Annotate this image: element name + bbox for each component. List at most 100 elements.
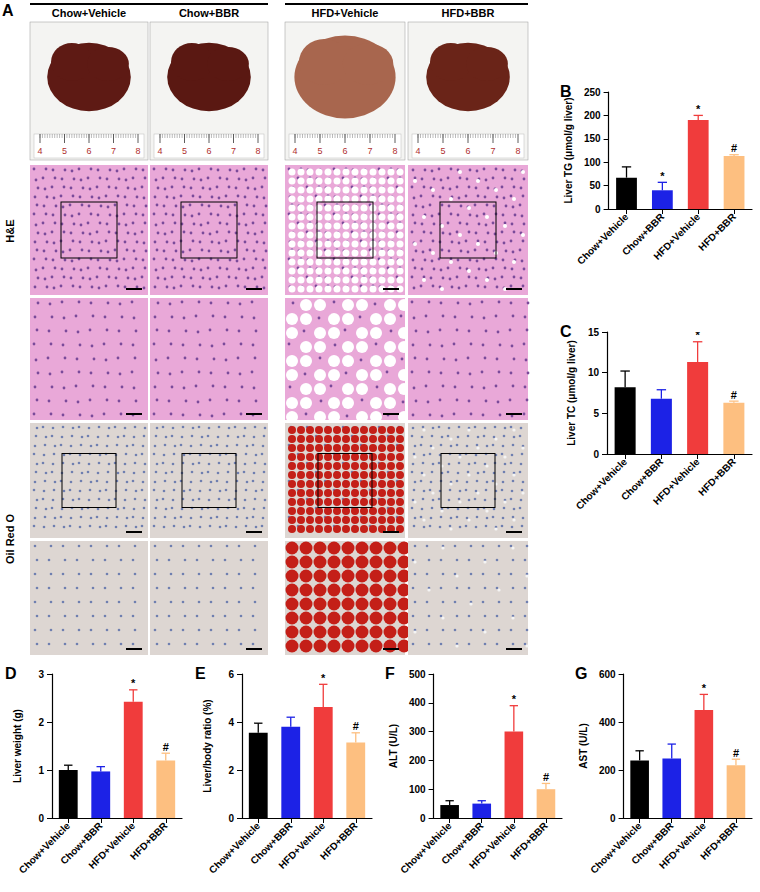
svg-text:Liver TC (μmol/g liver): Liver TC (μmol/g liver) [566, 340, 577, 446]
svg-text:HFD+Vehicle: HFD+Vehicle [467, 820, 518, 871]
svg-text:Chow+Vehicle: Chow+Vehicle [575, 211, 631, 267]
svg-text:*: * [696, 103, 701, 115]
svg-text:4: 4 [157, 146, 162, 156]
svg-text:HFD+Vehicle: HFD+Vehicle [651, 456, 702, 507]
svg-text:Liver/body ratio (%): Liver/body ratio (%) [202, 699, 213, 792]
svg-text:Chow+Vehicle: Chow+Vehicle [588, 820, 644, 876]
svg-text:8: 8 [135, 146, 140, 156]
svg-text:Liver TG (μmol/g liver): Liver TG (μmol/g liver) [563, 97, 574, 203]
svg-text:*: * [131, 677, 136, 689]
svg-text:4: 4 [292, 146, 297, 156]
svg-text:400: 400 [409, 697, 426, 708]
svg-text:0: 0 [38, 813, 44, 824]
svg-text:250: 250 [584, 87, 601, 98]
svg-text:7: 7 [231, 146, 236, 156]
svg-text:ALT (U/L): ALT (U/L) [388, 724, 399, 768]
svg-text:HFD+Vehicle: HFD+Vehicle [312, 7, 379, 19]
svg-text:3: 3 [38, 669, 44, 680]
svg-text:HFD+BBR: HFD+BBR [442, 7, 495, 19]
svg-text:10: 10 [588, 367, 600, 378]
svg-text:8: 8 [515, 146, 520, 156]
svg-text:6: 6 [86, 146, 91, 156]
svg-text:0: 0 [420, 813, 426, 824]
svg-text:7: 7 [111, 146, 116, 156]
svg-text:600: 600 [599, 669, 616, 680]
svg-text:HFD+Vehicle: HFD+Vehicle [657, 820, 708, 871]
svg-text:Chow+BBR: Chow+BBR [618, 456, 666, 503]
svg-text:200: 200 [409, 755, 426, 766]
svg-text:15: 15 [588, 327, 600, 338]
svg-text:300: 300 [409, 726, 426, 737]
svg-text:AST (U/L): AST (U/L) [578, 723, 589, 769]
svg-text:150: 150 [584, 133, 601, 144]
svg-text:6: 6 [342, 146, 347, 156]
svg-text:C: C [560, 323, 572, 340]
svg-text:Chow+Vehicle: Chow+Vehicle [17, 820, 73, 876]
svg-text:G: G [575, 665, 587, 682]
svg-text:#: # [731, 389, 737, 401]
svg-text:B: B [560, 83, 572, 100]
svg-text:#: # [731, 142, 737, 154]
svg-text:#: # [353, 720, 359, 732]
svg-text:Chow+Vehicle: Chow+Vehicle [52, 7, 126, 19]
svg-text:50: 50 [589, 180, 601, 191]
svg-text:D: D [5, 665, 17, 682]
svg-text:4: 4 [228, 717, 234, 728]
svg-text:HFD+BBR: HFD+BBR [696, 456, 738, 498]
svg-text:200: 200 [599, 765, 616, 776]
svg-text:100: 100 [409, 784, 426, 795]
svg-text:*: * [321, 672, 326, 684]
svg-text:0: 0 [610, 813, 616, 824]
svg-text:HFD+BBR: HFD+BBR [508, 820, 550, 862]
svg-text:F: F [385, 665, 395, 682]
svg-text:7: 7 [367, 146, 372, 156]
svg-text:HFD+Vehicle: HFD+Vehicle [86, 820, 137, 871]
svg-text:HFD+BBR: HFD+BBR [318, 820, 360, 862]
svg-text:0: 0 [593, 449, 599, 460]
svg-text:Chow+BBR: Chow+BBR [619, 211, 667, 258]
svg-text:5: 5 [317, 146, 322, 156]
svg-text:E: E [195, 665, 206, 682]
svg-text:*: * [702, 682, 707, 694]
svg-text:HFD+Vehicle: HFD+Vehicle [276, 820, 327, 871]
svg-text:Chow+Vehicle: Chow+Vehicle [207, 820, 263, 876]
svg-text:H&E: H&E [4, 219, 16, 242]
svg-text:HFD+BBR: HFD+BBR [698, 820, 740, 862]
svg-text:Chow+Vehicle: Chow+Vehicle [398, 820, 454, 876]
svg-text:6: 6 [228, 669, 234, 680]
svg-text:4: 4 [37, 146, 42, 156]
svg-text:500: 500 [409, 669, 426, 680]
svg-text:*: * [695, 329, 700, 341]
svg-text:2: 2 [228, 765, 234, 776]
svg-text:#: # [543, 771, 549, 783]
svg-text:A: A [2, 2, 14, 19]
svg-text:8: 8 [392, 146, 397, 156]
svg-text:6: 6 [465, 146, 470, 156]
svg-text:Chow+Vehicle: Chow+Vehicle [574, 456, 630, 512]
svg-text:5: 5 [593, 408, 599, 419]
svg-text:8: 8 [255, 146, 260, 156]
svg-text:1: 1 [38, 765, 44, 776]
svg-text:5: 5 [62, 146, 67, 156]
svg-text:*: * [660, 170, 665, 182]
svg-text:4: 4 [415, 146, 420, 156]
svg-text:5: 5 [182, 146, 187, 156]
svg-text:Chow+BBR: Chow+BBR [179, 7, 239, 19]
svg-text:HFD+BBR: HFD+BBR [128, 820, 170, 862]
svg-text:0: 0 [228, 813, 234, 824]
svg-text:0: 0 [595, 204, 601, 215]
svg-text:HFD+BBR: HFD+BBR [696, 211, 738, 253]
svg-text:2: 2 [38, 717, 44, 728]
svg-text:7: 7 [490, 146, 495, 156]
svg-text:#: # [163, 741, 169, 753]
svg-text:100: 100 [584, 157, 601, 168]
svg-text:Oil Red O: Oil Red O [4, 514, 16, 565]
svg-text:200: 200 [584, 110, 601, 121]
svg-text:HFD+Vehicle: HFD+Vehicle [651, 211, 702, 262]
svg-text:#: # [733, 747, 739, 759]
svg-text:400: 400 [599, 717, 616, 728]
svg-text:6: 6 [206, 146, 211, 156]
svg-text:*: * [512, 693, 517, 705]
svg-text:5: 5 [440, 146, 445, 156]
svg-text:Liver weight (g): Liver weight (g) [12, 709, 23, 783]
